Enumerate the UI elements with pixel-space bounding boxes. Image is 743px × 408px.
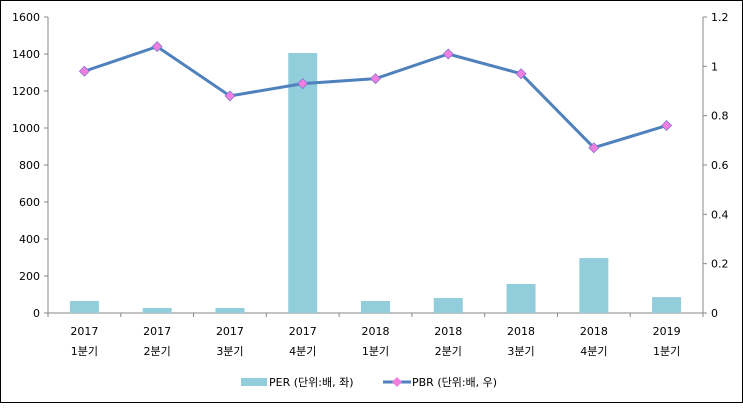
per-bar (433, 298, 463, 313)
right-tick-label: 0 (711, 307, 718, 320)
legend-per-swatch (241, 378, 267, 386)
x-tick-label-quarter: 4분기 (580, 345, 607, 358)
right-tick-label: 0.8 (711, 110, 729, 123)
pbr-marker (151, 41, 163, 53)
pbr-marker (661, 120, 673, 132)
pbr-marker (515, 68, 527, 80)
x-tick-label-year: 2017 (70, 325, 98, 338)
x-tick-label-year: 2018 (434, 325, 462, 338)
x-tick-label-quarter: 3분기 (507, 345, 534, 358)
left-tick-label: 400 (19, 233, 40, 246)
right-tick-label: 0.6 (711, 159, 729, 172)
x-tick-label-year: 2018 (580, 325, 608, 338)
left-tick-label: 1000 (12, 122, 40, 135)
left-tick-label: 0 (33, 307, 40, 320)
left-tick-label: 200 (19, 270, 40, 283)
x-tick-label-quarter: 3분기 (216, 345, 243, 358)
per-bar (288, 53, 318, 313)
per-bar (579, 258, 609, 313)
right-tick-label: 1 (711, 60, 718, 73)
per-bar (142, 308, 172, 313)
legend-per-label: PER (단위:배, 좌) (269, 376, 354, 389)
per-bar (361, 300, 390, 313)
pbr-marker (78, 65, 90, 77)
left-tick-label: 1600 (12, 11, 40, 24)
legend-pbr-marker (392, 377, 402, 387)
right-tick-label: 0.2 (711, 258, 729, 271)
pbr-marker (442, 48, 454, 60)
pbr-marker (297, 78, 309, 90)
x-tick-label-year: 2017 (216, 325, 244, 338)
right-tick-label: 0.4 (711, 208, 729, 221)
per-bar (215, 308, 245, 313)
left-tick-label: 1400 (12, 48, 40, 61)
per-bar (652, 297, 682, 313)
pbr-marker (588, 142, 600, 154)
x-tick-label-year: 2017 (143, 325, 171, 338)
x-tick-label-year: 2018 (362, 325, 390, 338)
legend-pbr-label: PBR (단위:배, 우) (412, 376, 497, 389)
x-tick-label-quarter: 4분기 (289, 345, 316, 358)
pbr-line (83, 44, 668, 150)
x-tick-label-quarter: 2분기 (435, 345, 462, 358)
right-tick-label: 1.2 (711, 11, 729, 24)
x-tick-label-year: 2019 (653, 325, 681, 338)
x-tick-label-quarter: 1분기 (653, 345, 680, 358)
x-tick-label-quarter: 2분기 (144, 345, 171, 358)
left-tick-label: 800 (19, 159, 40, 172)
x-tick-label-year: 2017 (289, 325, 317, 338)
x-tick-label-year: 2018 (507, 325, 535, 338)
x-tick-label-quarter: 1분기 (362, 345, 389, 358)
x-tick-label-quarter: 1분기 (71, 345, 98, 358)
left-tick-label: 600 (19, 196, 40, 209)
per-bar (506, 283, 536, 313)
pbr-marker (370, 73, 381, 85)
left-tick-label: 1200 (12, 85, 40, 98)
pbr-marker (224, 90, 236, 102)
per-bar (69, 300, 99, 313)
